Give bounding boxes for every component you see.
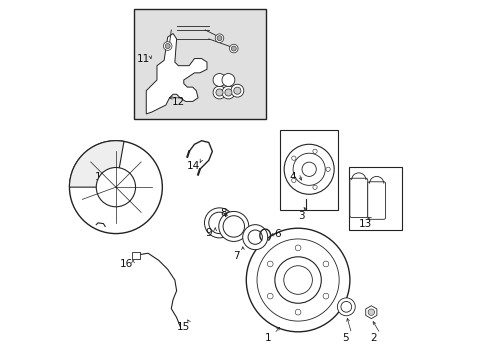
- Circle shape: [312, 149, 317, 153]
- Circle shape: [222, 86, 234, 99]
- Circle shape: [230, 84, 244, 97]
- Circle shape: [325, 167, 329, 171]
- Circle shape: [242, 225, 267, 249]
- Circle shape: [163, 42, 172, 50]
- Circle shape: [213, 73, 225, 86]
- Circle shape: [208, 212, 230, 234]
- Circle shape: [216, 89, 223, 96]
- Circle shape: [218, 211, 248, 242]
- Text: 11: 11: [137, 54, 150, 64]
- Text: 14: 14: [187, 161, 200, 171]
- Circle shape: [291, 178, 295, 183]
- Circle shape: [223, 216, 244, 237]
- Circle shape: [274, 257, 321, 303]
- Circle shape: [204, 208, 234, 238]
- Text: 16: 16: [120, 259, 133, 269]
- Circle shape: [284, 144, 333, 194]
- Text: 6: 6: [273, 229, 280, 239]
- Circle shape: [267, 293, 272, 299]
- Text: 3: 3: [298, 211, 305, 221]
- Circle shape: [312, 185, 317, 189]
- Circle shape: [291, 156, 295, 160]
- Circle shape: [267, 261, 272, 267]
- Text: 2: 2: [370, 333, 376, 343]
- Circle shape: [302, 162, 316, 176]
- Circle shape: [323, 293, 328, 299]
- Wedge shape: [69, 141, 124, 187]
- Circle shape: [295, 309, 300, 315]
- FancyBboxPatch shape: [349, 178, 367, 217]
- Circle shape: [165, 44, 170, 49]
- Circle shape: [213, 86, 225, 99]
- Text: 10: 10: [94, 172, 107, 182]
- Circle shape: [69, 141, 162, 234]
- Polygon shape: [365, 306, 376, 319]
- Text: 13: 13: [358, 219, 371, 229]
- Text: 9: 9: [205, 228, 212, 238]
- Circle shape: [247, 230, 262, 244]
- Circle shape: [246, 228, 349, 332]
- Polygon shape: [146, 33, 206, 114]
- Circle shape: [257, 239, 339, 321]
- Circle shape: [337, 298, 354, 316]
- Bar: [132, 252, 140, 258]
- Circle shape: [295, 245, 300, 251]
- Circle shape: [217, 36, 222, 41]
- Text: 7: 7: [233, 251, 240, 261]
- Circle shape: [233, 87, 241, 94]
- Text: 8: 8: [219, 208, 226, 218]
- Circle shape: [292, 153, 325, 185]
- Circle shape: [231, 46, 236, 51]
- Text: 4: 4: [289, 172, 295, 182]
- Circle shape: [222, 73, 234, 86]
- Text: 12: 12: [171, 97, 184, 107]
- Text: 1: 1: [264, 333, 270, 343]
- Bar: [134, 9, 265, 119]
- Text: 5: 5: [341, 333, 348, 343]
- FancyBboxPatch shape: [367, 182, 385, 219]
- Circle shape: [283, 266, 312, 294]
- Circle shape: [229, 44, 238, 53]
- Circle shape: [340, 301, 351, 312]
- Circle shape: [224, 89, 231, 96]
- Circle shape: [215, 34, 224, 42]
- Circle shape: [323, 261, 328, 267]
- Circle shape: [367, 309, 374, 315]
- Bar: [348, 167, 401, 230]
- Bar: [280, 130, 337, 210]
- Text: 15: 15: [176, 322, 189, 332]
- Circle shape: [96, 167, 135, 207]
